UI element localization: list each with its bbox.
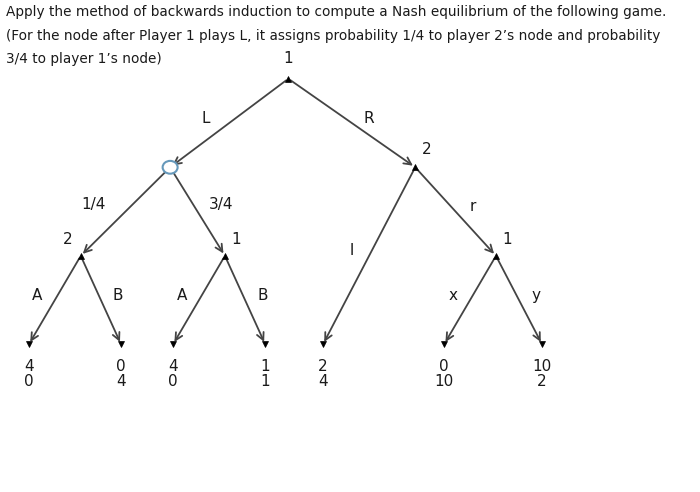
Text: r: r: [470, 199, 476, 214]
Text: 10: 10: [533, 359, 552, 374]
Text: 4: 4: [24, 359, 34, 374]
Text: A: A: [176, 288, 187, 303]
Text: 4: 4: [318, 374, 328, 389]
Text: l: l: [350, 244, 354, 258]
Text: 4: 4: [168, 359, 178, 374]
Text: 1: 1: [232, 232, 242, 247]
Text: 1: 1: [503, 232, 512, 247]
Text: R: R: [364, 111, 374, 125]
Text: 2: 2: [63, 232, 73, 247]
Text: 1: 1: [284, 52, 293, 66]
Text: 0: 0: [116, 359, 126, 374]
Text: L: L: [202, 111, 211, 125]
Text: B: B: [257, 288, 267, 303]
Text: (For the node after Player 1 plays L, it assigns probability 1/4 to player 2’s n: (For the node after Player 1 plays L, it…: [6, 29, 660, 42]
Text: 2: 2: [318, 359, 328, 374]
Text: 0: 0: [168, 374, 178, 389]
Text: B: B: [113, 288, 123, 303]
Text: 1/4: 1/4: [81, 197, 106, 212]
Text: 2: 2: [538, 374, 547, 389]
Text: 4: 4: [116, 374, 126, 389]
Text: A: A: [32, 288, 43, 303]
Text: 3/4: 3/4: [209, 197, 233, 212]
Text: 3/4 to player 1’s node): 3/4 to player 1’s node): [6, 52, 162, 66]
Text: x: x: [448, 288, 457, 303]
Text: 0: 0: [439, 359, 449, 374]
Text: Apply the method of backwards induction to compute a Nash equilibrium of the fol: Apply the method of backwards induction …: [6, 5, 666, 19]
Text: 1: 1: [260, 374, 270, 389]
Text: 0: 0: [24, 374, 34, 389]
Text: 2: 2: [422, 143, 432, 157]
Circle shape: [162, 161, 178, 174]
Text: 1: 1: [260, 359, 270, 374]
Text: y: y: [532, 288, 541, 303]
Text: 10: 10: [435, 374, 454, 389]
